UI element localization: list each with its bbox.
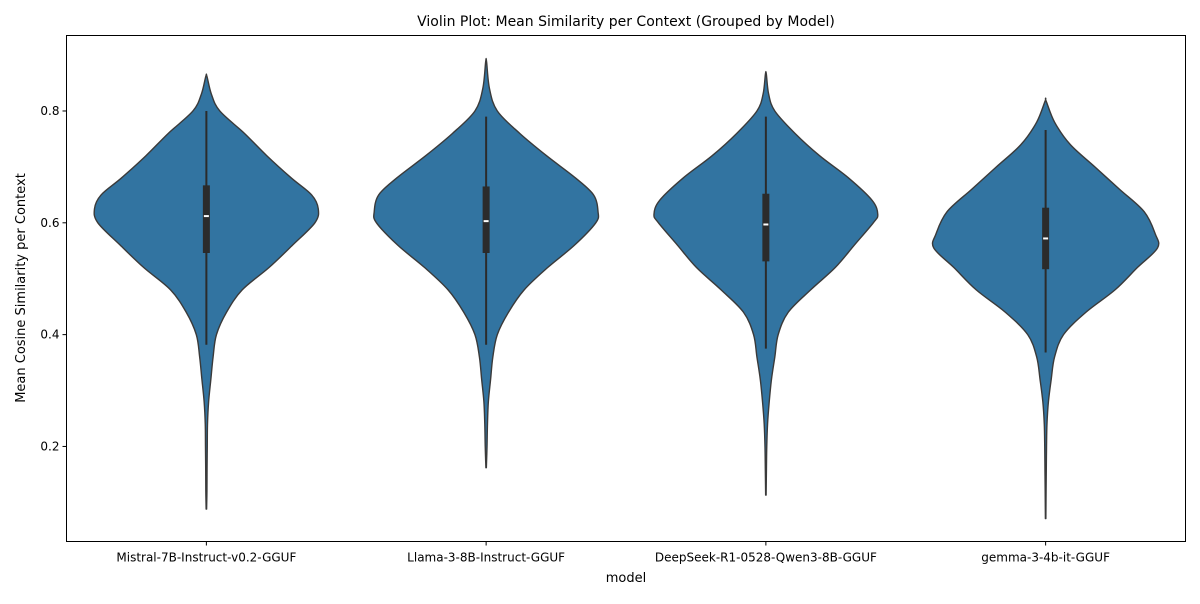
y-tick-label: 0.6 [40,216,59,230]
y-axis: 0.2 0.4 0.6 0.8 [40,104,67,453]
y-tick-label: 0.2 [40,439,59,453]
violin-2 [653,70,879,496]
y-tick-label: 0.4 [40,328,59,342]
violin-series [93,57,1160,520]
y-tick-label: 0.8 [40,104,59,118]
x-axis-label: model [606,571,646,586]
x-tick-label: gemma-3-4b-it-GGUF [981,551,1110,565]
x-tick-label: DeepSeek-R1-0528-Qwen3-8B-GGUF [655,551,877,565]
x-tick-label: Mistral-7B-Instruct-v0.2-GGUF [116,551,296,565]
violin-0 [93,73,320,510]
x-tick-label: Llama-3-8B-Instruct-GGUF [407,551,565,565]
plot-frame [66,35,1186,542]
violin-iqr-box [482,186,490,253]
violin-iqr-box [762,193,770,262]
violin-3 [931,97,1160,520]
y-axis-label: Mean Cosine Similarity per Context [14,173,29,403]
violin-iqr-box [202,185,210,253]
violin-1 [373,57,600,469]
x-axis: Mistral-7B-Instruct-v0.2-GGUF Llama-3-8B-… [116,541,1110,565]
chart-title: Violin Plot: Mean Similarity per Context… [417,14,835,30]
